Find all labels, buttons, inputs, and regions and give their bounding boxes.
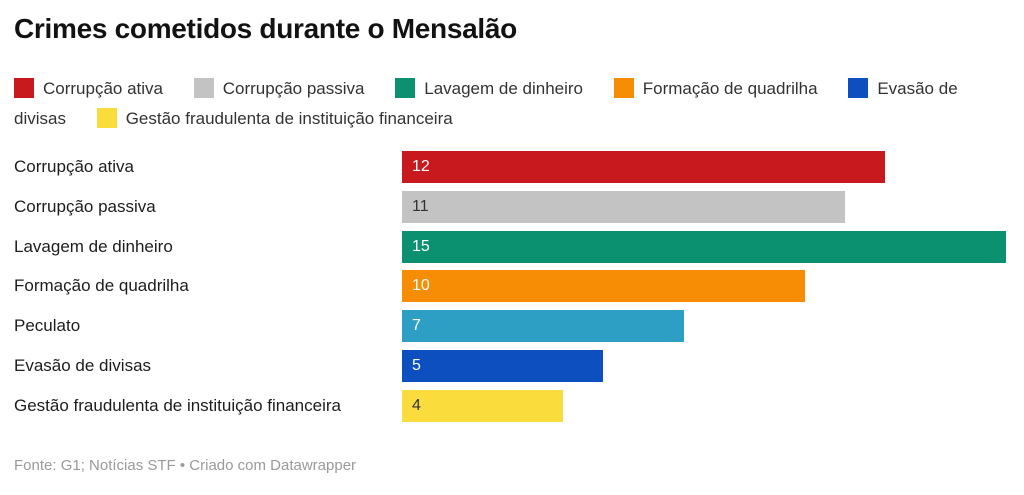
bar-track: 7 [402, 310, 1006, 343]
legend-item: Gestão fraudulenta de instituição financ… [96, 108, 453, 128]
legend-label: Formação de quadrilha [642, 79, 818, 98]
bar: 10 [402, 270, 805, 303]
bar-track: 15 [402, 230, 1006, 263]
legend-item: Evasão de divisas [14, 78, 958, 128]
category-label: Gestão fraudulenta de instituição financ… [14, 395, 341, 415]
bar-track: 4 [402, 389, 1006, 422]
legend-swatch-icon [193, 78, 214, 98]
legend-swatch-icon [96, 108, 117, 128]
category-label: Corrupção passiva [14, 196, 156, 216]
table-row: Corrupção ativa 12 [0, 151, 1006, 183]
bar-value-label: 10 [412, 277, 430, 295]
category-label: Evasão de divisas [14, 355, 152, 375]
bar-value-label: 15 [412, 237, 430, 255]
bar-track: 5 [402, 349, 1006, 382]
legend-swatch-icon [613, 78, 634, 98]
bar: 4 [402, 389, 564, 422]
table-row: Evasão de divisas 5 [0, 349, 1006, 382]
bar-track: 11 [402, 190, 1006, 223]
legend-item: Corrupção passiva [193, 78, 365, 98]
bar: 7 [402, 310, 684, 343]
legend-label: Lavagem de dinheiro [424, 79, 584, 98]
category-label: Peculato [14, 316, 81, 336]
table-row: Peculato 7 [0, 310, 1006, 343]
bar-track: 12 [402, 151, 1006, 183]
table-row: Corrupção passiva 11 [0, 190, 1006, 223]
legend-label: Corrupção passiva [222, 79, 365, 98]
legend-label: Corrupção ativa [43, 79, 164, 98]
legend-swatch-icon [848, 78, 869, 98]
category-label: Formação de quadrilha [14, 276, 189, 296]
legend-swatch-icon [14, 78, 34, 98]
category-label: Lavagem de dinheiro [14, 236, 173, 256]
bar-value-label: 5 [412, 356, 421, 374]
bar-value-label: 4 [412, 396, 421, 414]
legend-swatch-icon [395, 78, 416, 98]
table-row: Gestão fraudulenta de instituição financ… [0, 389, 1006, 422]
bar: 15 [402, 230, 1006, 263]
bar: 5 [402, 349, 604, 382]
category-label: Corrupção ativa [14, 157, 135, 176]
bar-value-label: 7 [412, 317, 421, 335]
legend-item: Lavagem de dinheiro [395, 78, 584, 98]
legend-label: Evasão de divisas [14, 79, 958, 128]
table-row: Lavagem de dinheiro 15 [0, 230, 1006, 263]
chart-legend: Corrupção ativa Corrupção passiva Lavage… [14, 74, 1014, 134]
page-title: Crimes cometidos durante o Mensalão [14, 13, 517, 44]
bar-track: 10 [402, 270, 1006, 303]
bar-value-label: 11 [412, 197, 429, 215]
bar-value-label: 12 [412, 158, 430, 175]
table-row: Formação de quadrilha 10 [0, 270, 1006, 303]
source-attribution: Fonte: G1; Notícias STF • Criado com Dat… [14, 456, 357, 474]
legend-item: Formação de quadrilha [613, 78, 818, 98]
bar-chart-rows: Corrupção ativa 12 Corrupção passiva 11 Lava… [0, 151, 1024, 422]
legend-item: Corrupção ativa [14, 78, 164, 98]
bar: 11 [402, 190, 845, 223]
bar: 12 [402, 151, 886, 183]
legend-label: Gestão fraudulenta de instituição financ… [125, 109, 453, 128]
